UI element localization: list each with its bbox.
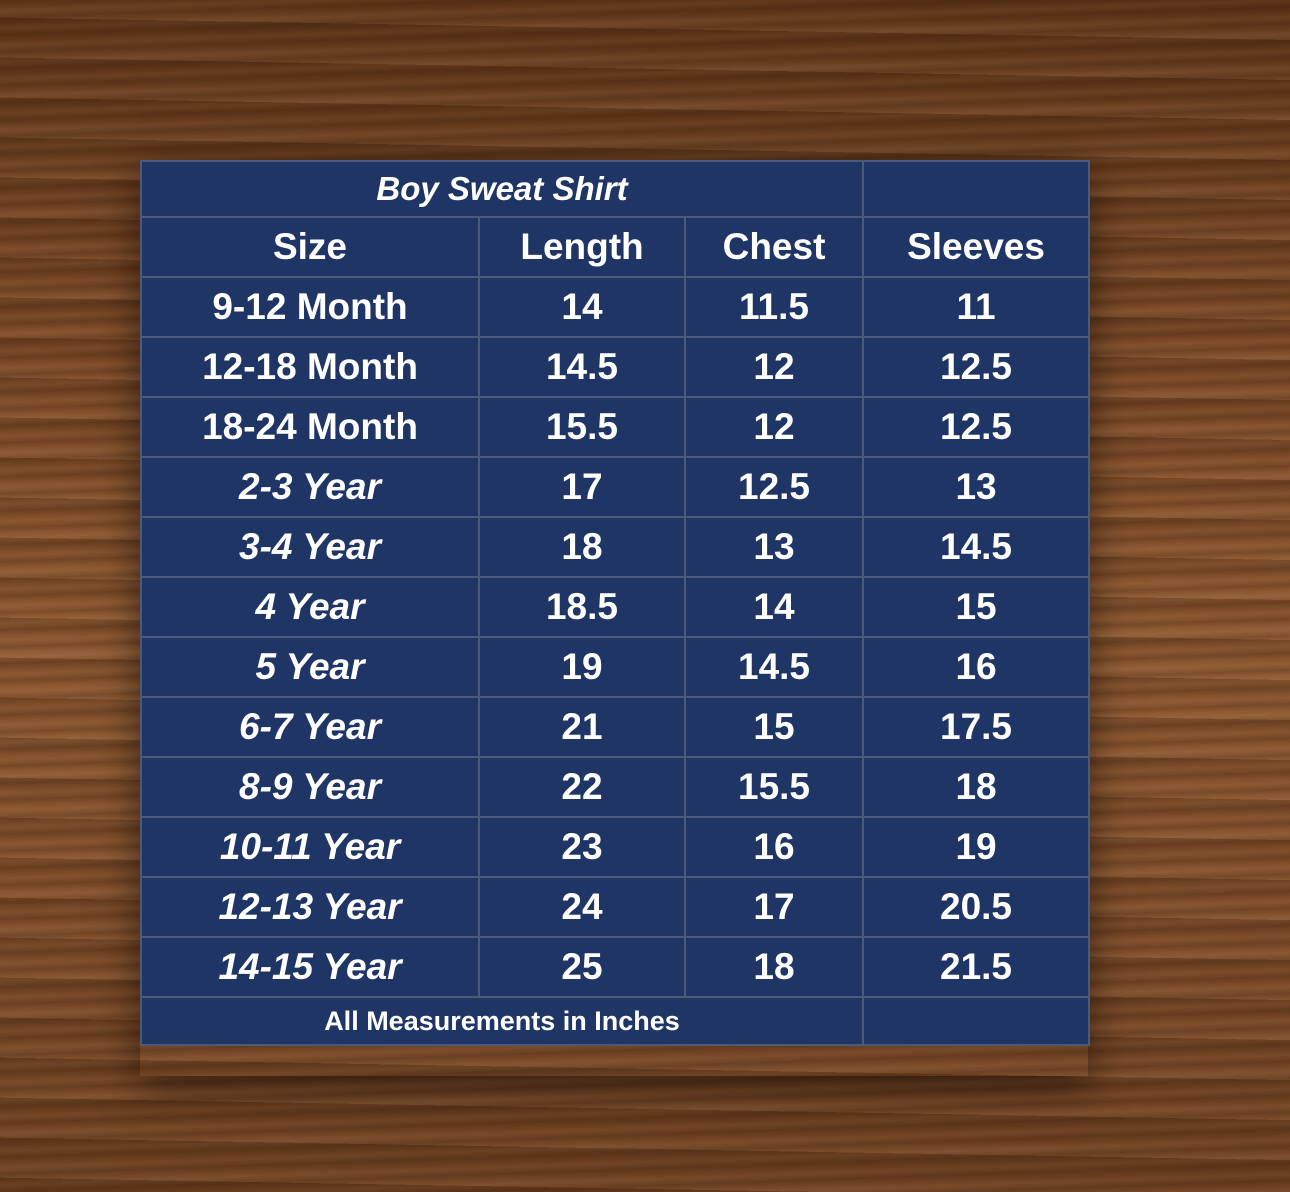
cell-sleeves: 12.5 [862,396,1091,458]
cell-chest: 14.5 [683,636,865,698]
cell-length: 22 [478,756,686,818]
cell-sleeves: 17.5 [862,696,1091,758]
cell-chest: 15.5 [683,756,865,818]
cell-length: 18.5 [478,576,686,638]
footer-row: All Measurements in Inches [139,996,1091,1046]
chart-title: Boy Sweat Shirt [139,160,865,218]
header-chest: Chest [683,216,865,278]
cell-chest: 18 [683,936,865,998]
cell-size: 10-11 Year [140,816,480,878]
cell-size: 2-3 Year [140,456,480,518]
cell-chest: 12.5 [683,456,865,518]
header-size: Size [140,216,480,278]
title-row: Boy Sweat Shirt [139,160,1091,218]
cell-chest: 12 [683,336,865,398]
table-row: 4 Year 18.5 14 15 [140,576,1091,638]
size-chart-table: Boy Sweat Shirt Size Length Chest Sleeve… [139,160,1091,1046]
cell-chest: 15 [683,696,865,758]
cell-size: 6-7 Year [140,696,480,758]
cell-chest: 13 [683,516,865,578]
header-sleeves: Sleeves [862,216,1091,278]
cell-sleeves: 13 [862,456,1091,518]
cell-chest: 16 [683,816,865,878]
table-row: 12-13 Year 24 17 20.5 [140,876,1091,938]
table-row: 3-4 Year 18 13 14.5 [140,516,1091,578]
cell-length: 19 [478,636,686,698]
cell-sleeves: 20.5 [862,876,1091,938]
cell-size: 3-4 Year [140,516,480,578]
table-row: 5 Year 19 14.5 16 [140,636,1091,698]
table-row: 9-12 Month 14 11.5 11 [140,276,1091,338]
table-row: 14-15 Year 25 18 21.5 [140,936,1091,998]
table-row: 12-18 Month 14.5 12 12.5 [140,336,1091,398]
cell-length: 23 [478,816,686,878]
cell-size: 9-12 Month [140,276,480,338]
header-row: Size Length Chest Sleeves [140,216,1091,278]
cell-sleeves: 14.5 [862,516,1091,578]
cell-length: 18 [478,516,686,578]
cell-chest: 12 [683,396,865,458]
empty-cell [862,996,1091,1046]
cell-sleeves: 11 [862,276,1091,338]
cell-length: 25 [478,936,686,998]
footer-note: All Measurements in Inches [139,996,865,1046]
cell-chest: 11.5 [683,276,865,338]
cell-chest: 14 [683,576,865,638]
cell-size: 12-13 Year [140,876,480,938]
cell-size: 4 Year [140,576,480,638]
table-row: 6-7 Year 21 15 17.5 [140,696,1091,758]
cell-sleeves: 12.5 [862,336,1091,398]
table-row: 18-24 Month 15.5 12 12.5 [140,396,1091,458]
empty-cell [862,160,1091,218]
cell-length: 15.5 [478,396,686,458]
table-row: 2-3 Year 17 12.5 13 [140,456,1091,518]
cell-chest: 17 [683,876,865,938]
cell-size: 5 Year [140,636,480,698]
cell-length: 17 [478,456,686,518]
cell-size: 8-9 Year [140,756,480,818]
cell-length: 24 [478,876,686,938]
cell-size: 12-18 Month [140,336,480,398]
cell-length: 21 [478,696,686,758]
cell-sleeves: 15 [862,576,1091,638]
cell-length: 14 [478,276,686,338]
cell-sleeves: 18 [862,756,1091,818]
header-length: Length [478,216,686,278]
cell-sleeves: 16 [862,636,1091,698]
cell-size: 14-15 Year [140,936,480,998]
table-row: 8-9 Year 22 15.5 18 [140,756,1091,818]
cell-size: 18-24 Month [140,396,480,458]
cell-sleeves: 21.5 [862,936,1091,998]
table-row: 10-11 Year 23 16 19 [140,816,1091,878]
cell-sleeves: 19 [862,816,1091,878]
cell-length: 14.5 [478,336,686,398]
